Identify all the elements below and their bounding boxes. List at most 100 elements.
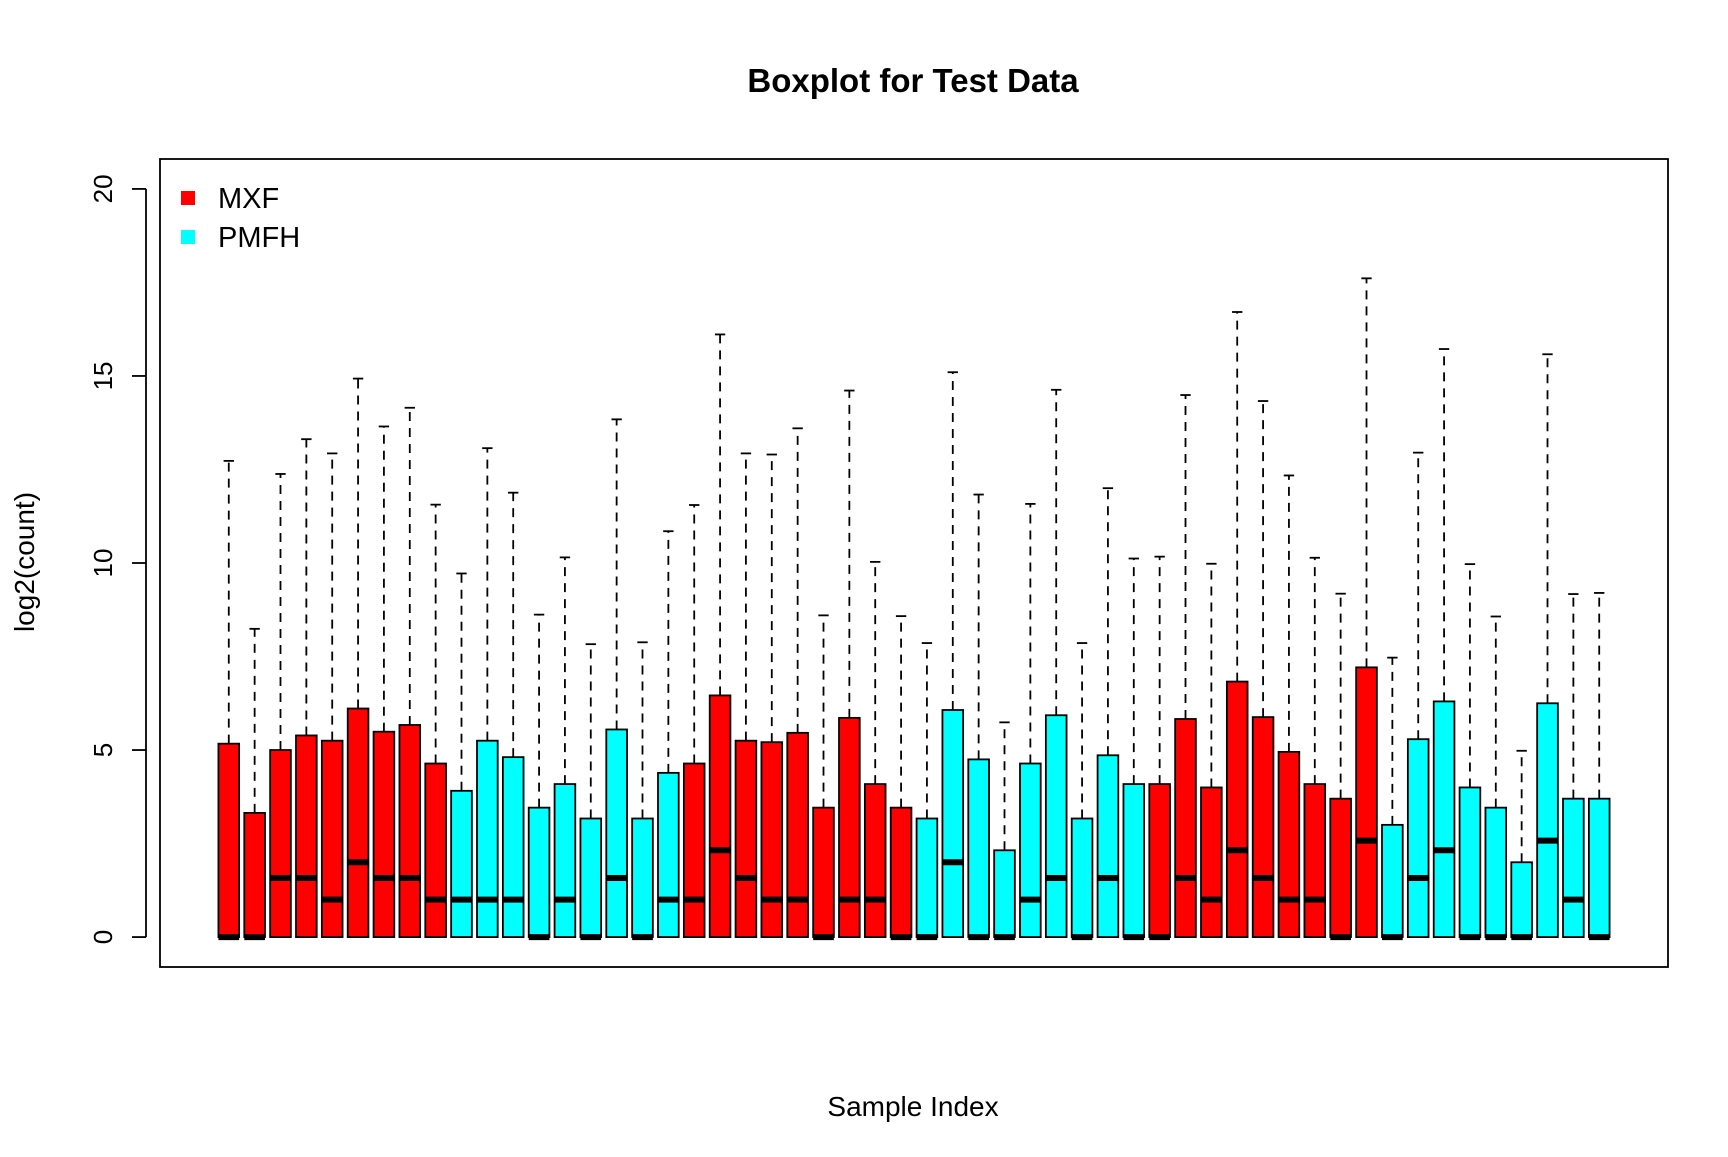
box-13 (527, 613, 551, 941)
box-rect (1484, 806, 1508, 938)
box-rect (1562, 797, 1585, 938)
box-rect (631, 817, 654, 938)
box-rect (1044, 714, 1068, 938)
y-tick-label: 15 (88, 362, 118, 391)
legend: MXF PMFH (181, 183, 300, 254)
box-6 (346, 377, 370, 938)
box-36 (1122, 557, 1146, 941)
box-rect (1148, 783, 1171, 938)
box-32 (1019, 502, 1042, 938)
box-10 (450, 572, 473, 938)
box-48 (1432, 348, 1456, 938)
box-44 (1329, 592, 1352, 941)
box-45 (1355, 277, 1378, 938)
box-rect (1070, 817, 1094, 938)
box-3 (269, 473, 292, 938)
box-41 (1251, 400, 1275, 938)
box-rect (243, 811, 266, 938)
box-39 (1200, 562, 1223, 938)
box-52 (1536, 353, 1559, 938)
legend-label: PMFH (218, 222, 300, 254)
y-tick-label: 10 (88, 549, 118, 578)
box-7 (372, 425, 396, 938)
legend-item-mxf: MXF (181, 183, 279, 215)
box-8 (398, 406, 422, 938)
box-31 (993, 721, 1016, 941)
box-42 (1277, 474, 1301, 938)
legend-swatch (181, 230, 195, 244)
box-1 (217, 459, 241, 941)
box-rect (1277, 751, 1301, 938)
box-rect (217, 742, 241, 938)
box-29 (941, 371, 965, 938)
box-rect (1406, 738, 1430, 938)
box-rect (1096, 754, 1120, 938)
box-rect (1251, 716, 1275, 938)
box-rect (1355, 666, 1378, 938)
legend-item-pmfh: PMFH (181, 222, 300, 254)
box-rect (346, 707, 370, 938)
box-rect (682, 762, 706, 938)
box-rect (553, 783, 577, 938)
y-tick-label: 20 (88, 174, 118, 203)
box-rect (320, 739, 344, 938)
box-rect (915, 817, 939, 938)
box-17 (631, 641, 654, 941)
box-rect (734, 739, 758, 938)
box-rect (812, 806, 835, 938)
box-rect (708, 694, 732, 938)
box-51 (1510, 749, 1533, 941)
box-25 (838, 389, 861, 938)
box-rect (424, 762, 447, 938)
box-24 (812, 614, 835, 941)
box-rect (398, 724, 422, 938)
y-axis-label: log2(count) (9, 492, 40, 632)
legend-label: MXF (218, 183, 279, 215)
box-rect (657, 771, 680, 938)
box-12 (501, 491, 525, 938)
box-20 (708, 333, 732, 938)
box-rect (501, 756, 525, 938)
box-rect (450, 789, 473, 938)
box-34 (1070, 642, 1094, 941)
box-rect (1458, 786, 1482, 938)
box-9 (424, 503, 447, 938)
box-rect (1381, 823, 1404, 938)
box-49 (1458, 563, 1482, 941)
box-28 (915, 642, 939, 941)
box-rect (527, 806, 551, 938)
box-rect (1019, 762, 1042, 938)
box-50 (1484, 615, 1508, 941)
box-18 (657, 530, 680, 938)
box-4 (295, 438, 318, 938)
box-21 (734, 452, 758, 938)
box-40 (1225, 311, 1249, 938)
box-rect (1510, 861, 1533, 938)
box-15 (579, 643, 603, 941)
box-rect (1536, 702, 1559, 938)
y-tick-label: 5 (88, 743, 118, 757)
box-rect (476, 739, 499, 938)
chart-title: Boxplot for Test Data (747, 62, 1079, 99)
box-rect (1174, 718, 1197, 938)
box-14 (553, 556, 577, 938)
box-35 (1096, 487, 1120, 938)
box-38 (1174, 394, 1197, 938)
box-43 (1303, 556, 1327, 938)
box-rect (760, 741, 784, 938)
box-rect (372, 730, 396, 938)
box-33 (1044, 388, 1068, 938)
box-rect (941, 709, 965, 938)
y-axis: 0 5 10 15 20 (88, 174, 147, 944)
box-19 (682, 504, 706, 938)
box-rect (295, 734, 318, 938)
box-54 (1587, 592, 1611, 941)
box-rect (1303, 783, 1327, 938)
box-rect (1329, 797, 1352, 938)
box-2 (243, 627, 266, 941)
box-rect (1587, 797, 1611, 938)
box-27 (889, 615, 913, 941)
box-23 (786, 427, 809, 938)
